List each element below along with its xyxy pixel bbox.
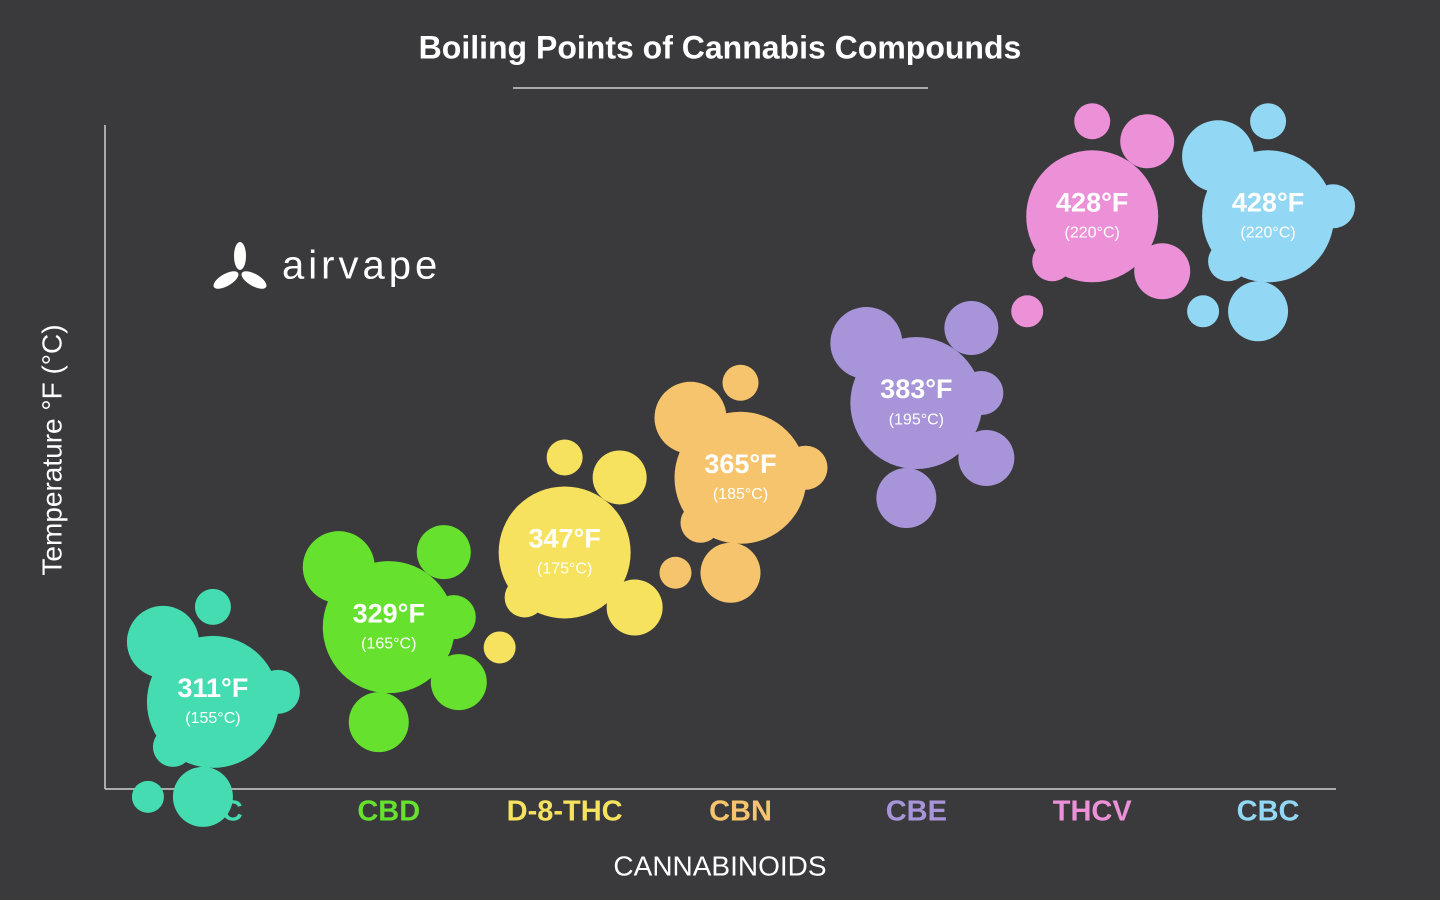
- satellite-bubble: [546, 439, 583, 476]
- x-axis-label: CANNABINOIDS: [613, 850, 826, 881]
- value-label: 329°F: [353, 598, 425, 628]
- bubble-group: 347°F (175°C): [483, 439, 663, 664]
- y-axis-label: Temperature °F (°C): [36, 324, 67, 575]
- satellite-bubble: [1134, 243, 1191, 300]
- satellite-bubble: [722, 364, 759, 401]
- satellite-bubble: [348, 692, 409, 753]
- satellite-bubble: [659, 556, 692, 589]
- logo: airvape: [213, 242, 441, 289]
- satellite-bubble: [958, 430, 1015, 487]
- x-tick-label: CBD: [357, 796, 420, 828]
- x-tick-label: CBC: [1237, 796, 1300, 828]
- celsius-label: (155°C): [185, 710, 240, 727]
- satellite-bubble: [1011, 295, 1044, 328]
- celsius-label: (165°C): [361, 635, 416, 652]
- x-tick-label: D-8-THC: [507, 796, 623, 828]
- satellite-bubble: [606, 579, 663, 636]
- satellite-bubble: [876, 468, 937, 529]
- x-tick-label: THCV: [1053, 796, 1133, 828]
- bubble: [1202, 150, 1335, 283]
- celsius-label: (220°C): [1065, 225, 1120, 242]
- value-label: 428°F: [1056, 187, 1128, 217]
- bubble-group: 383°F (195°C): [830, 301, 1015, 529]
- bubble-group: 428°F (220°C): [1182, 103, 1356, 342]
- satellite-bubble: [944, 301, 999, 356]
- satellite-bubble: [1187, 295, 1220, 328]
- value-label: 365°F: [704, 449, 776, 479]
- value-label: 428°F: [1232, 187, 1304, 217]
- celsius-label: (175°C): [537, 561, 592, 578]
- bubble: [146, 635, 279, 768]
- satellite-bubble: [1074, 103, 1111, 140]
- satellite-bubble: [1228, 281, 1289, 342]
- celsius-label: (220°C): [1240, 225, 1295, 242]
- logo-text: airvape: [282, 244, 441, 288]
- bubble-group: 311°F (155°C): [126, 588, 300, 827]
- satellite-bubble: [592, 450, 647, 505]
- satellite-bubble: [430, 654, 487, 711]
- value-label: 311°F: [177, 673, 248, 703]
- satellite-bubble: [194, 588, 231, 625]
- x-tick-label: CBN: [709, 796, 772, 828]
- bubble: [674, 411, 807, 544]
- satellite-bubble: [172, 766, 233, 827]
- satellite-bubble: [1120, 114, 1175, 169]
- satellite-bubble: [131, 780, 164, 813]
- satellite-bubble: [1250, 103, 1287, 140]
- bubble: [498, 486, 631, 619]
- bubble: [322, 561, 455, 694]
- bubble-group: 365°F (185°C): [654, 364, 828, 603]
- bubble: [850, 337, 983, 470]
- bubble: [1026, 150, 1159, 283]
- satellite-bubble: [416, 525, 471, 580]
- celsius-label: (195°C): [889, 411, 944, 428]
- celsius-label: (185°C): [713, 486, 768, 503]
- logo-icon: [213, 242, 267, 289]
- bubble-group: 428°F (220°C): [1011, 103, 1191, 328]
- chart-title: Boiling Points of Cannabis Compounds: [419, 29, 1022, 65]
- x-tick-label: CBE: [886, 796, 947, 828]
- value-label: 383°F: [880, 374, 952, 404]
- satellite-bubble: [700, 542, 761, 603]
- satellite-bubble: [483, 631, 516, 664]
- bubble-group: 329°F (165°C): [302, 525, 487, 753]
- value-label: 347°F: [528, 524, 600, 554]
